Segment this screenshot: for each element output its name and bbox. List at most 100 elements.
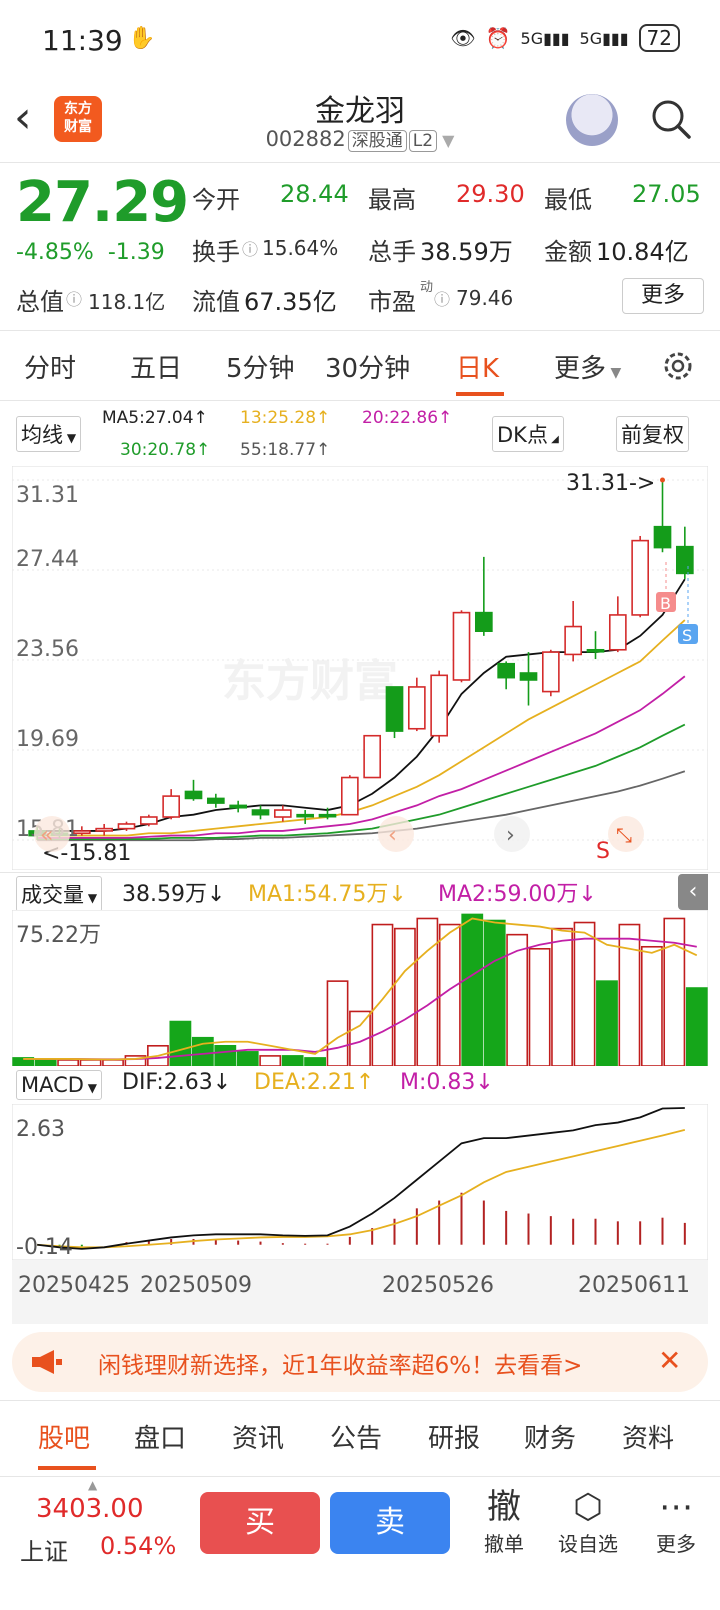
add-watchlist-button[interactable]: ⬡ 设自选: [548, 1486, 628, 1557]
y-tick-label: 23.56: [16, 637, 79, 662]
y-tick-label: 27.44: [16, 547, 79, 572]
tab-profile[interactable]: 资料: [622, 1424, 675, 1454]
macd-dea-line: [37, 1128, 686, 1249]
volume-bar: [483, 919, 506, 1066]
svg-text:⤡: ⤡: [616, 823, 632, 847]
index-value[interactable]: 3403.00: [36, 1494, 144, 1524]
tab-five-day[interactable]: 五日: [130, 354, 183, 384]
pe-value: 79.46: [456, 286, 514, 310]
max-dot: [660, 477, 665, 483]
macd-chart[interactable]: 2.63 -0.14 20250425 20250509 20250526 20…: [12, 1104, 708, 1324]
info-icon[interactable]: ⓘ: [66, 290, 83, 309]
banner-text[interactable]: 闲钱理财新选择，近1年收益率超6%！去看看>: [98, 1353, 583, 1379]
volume-bar: [506, 933, 529, 1066]
candle: [564, 601, 583, 662]
tab-5min[interactable]: 5分钟: [226, 354, 295, 384]
robot-assistant-icon[interactable]: [566, 94, 618, 146]
dk-point-button[interactable]: DK点 ◢: [492, 416, 564, 452]
volume-ma1: MA1:54.75万↓: [248, 882, 407, 907]
more-dots-icon: ⋯: [659, 1487, 693, 1527]
index-name[interactable]: 上证: [20, 1538, 68, 1566]
max-price-annotation: 31.31->: [566, 471, 655, 496]
open-label: 今开: [192, 186, 240, 214]
tab-research[interactable]: 研报: [428, 1424, 481, 1454]
amount-value: 10.84亿: [596, 238, 689, 266]
macd-dif: DIF:2.63↓: [122, 1070, 232, 1095]
macd-dif-line: [37, 1107, 685, 1250]
info-icon[interactable]: ⓘ: [242, 240, 259, 259]
expand-icon[interactable]: ⤡: [608, 816, 644, 852]
candle: [184, 779, 203, 801]
tab-financials[interactable]: 财务: [524, 1424, 577, 1454]
tab-forum[interactable]: 股吧: [38, 1424, 91, 1454]
macd-y-bottom: -0.14: [16, 1235, 73, 1260]
y-tick-label: 19.69: [16, 727, 79, 752]
tab-daily-k[interactable]: 日K: [456, 354, 500, 384]
candle: [318, 807, 337, 820]
close-icon[interactable]: ✕: [658, 1344, 682, 1377]
candle: [631, 535, 650, 618]
volume-ma1-line: [23, 917, 698, 1061]
tab-more[interactable]: 更多 ▼: [554, 354, 622, 384]
candle: [139, 814, 158, 827]
buy-button[interactable]: 买: [200, 1492, 320, 1554]
buy-marker[interactable]: B: [656, 592, 676, 613]
tab-intraday[interactable]: 分时: [24, 354, 77, 384]
watermark: 东方财富: [222, 656, 398, 707]
high-label: 最高: [368, 186, 416, 214]
app-logo: 东方财富: [54, 96, 102, 142]
turnover-value: 15.64%: [262, 236, 339, 260]
alarm-icon: ⏰: [485, 26, 511, 50]
status-time: 11:39: [42, 24, 123, 57]
back-button[interactable]: ‹: [14, 92, 32, 143]
candle: [474, 556, 493, 636]
price-change: -4.85% -1.39: [16, 240, 165, 265]
stock-code-row[interactable]: 002882 深股通 L2 ▼: [0, 126, 720, 152]
more-menu-button[interactable]: ⋯ 更多: [636, 1486, 716, 1557]
adjust-button[interactable]: 前复权: [616, 416, 689, 452]
volume-bar: [596, 980, 618, 1066]
signal-icon: 5G▮▮▮: [520, 28, 570, 48]
connect-tag: 深股通: [347, 130, 407, 152]
candle: [608, 596, 627, 653]
volume-chart[interactable]: 75.22万: [12, 910, 708, 1066]
active-tab-indicator: [456, 392, 504, 396]
volume-value: 38.59万↓: [122, 882, 226, 907]
tab-news[interactable]: 资讯: [232, 1424, 285, 1454]
y-tick-label: 31.31: [16, 483, 79, 508]
high-value: 29.30: [456, 180, 525, 208]
ma30-legend: 30:20.78↑: [120, 440, 211, 460]
settings-icon[interactable]: [660, 348, 696, 384]
sell-button[interactable]: 卖: [330, 1492, 450, 1554]
macd-select-button[interactable]: MACD ▼: [16, 1070, 102, 1100]
divider: [0, 400, 720, 401]
tab-announcements[interactable]: 公告: [330, 1424, 383, 1454]
candle: [653, 480, 672, 553]
candle: [95, 823, 114, 836]
float-label: 流值: [192, 288, 240, 316]
volume-ma2: MA2:59.00万↓: [438, 882, 597, 907]
volume-bar: [528, 947, 551, 1066]
cancel-order-button[interactable]: 撤 撤单: [464, 1486, 544, 1557]
next-icon[interactable]: ›: [494, 816, 530, 852]
promo-banner[interactable]: [12, 1332, 708, 1392]
index-change[interactable]: 0.54%: [100, 1532, 177, 1560]
prev-icon[interactable]: ‹: [378, 816, 414, 852]
ma-select-button[interactable]: 均线 ▼: [16, 416, 82, 452]
tab-30min[interactable]: 30分钟: [325, 354, 411, 384]
volume-select-button[interactable]: 成交量 ▼: [16, 876, 103, 912]
divider: [0, 162, 720, 163]
more-quote-button[interactable]: 更多: [622, 278, 704, 314]
candle: [363, 734, 382, 779]
volume-y-label: 75.22万: [16, 923, 101, 948]
sell-marker[interactable]: S: [678, 624, 698, 645]
collapse-panel-icon[interactable]: ‹: [678, 874, 708, 910]
candle: [407, 677, 426, 732]
scroll-left-icon[interactable]: «: [34, 816, 70, 852]
search-icon[interactable]: [650, 98, 692, 140]
candle: [452, 610, 471, 683]
volume-value: 38.59万: [420, 238, 513, 266]
tab-order-book[interactable]: 盘口: [134, 1424, 187, 1454]
info-icon[interactable]: ⓘ: [434, 290, 451, 309]
